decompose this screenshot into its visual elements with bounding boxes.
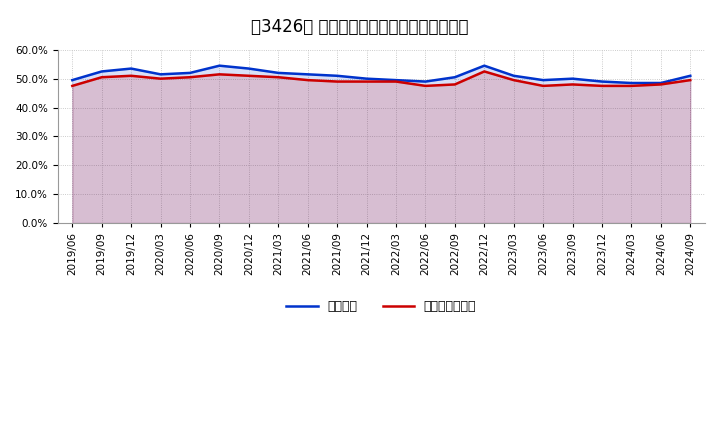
固定長期適合率 <box>127 73 135 78</box>
固定長期適合率 <box>156 76 165 81</box>
固定長期適合率 <box>539 83 547 88</box>
固定比率 <box>127 66 135 71</box>
固定長期適合率 <box>362 79 371 84</box>
固定比率 <box>215 63 224 68</box>
固定長期適合率 <box>627 83 636 88</box>
固定長期適合率 <box>97 75 106 80</box>
固定比率 <box>510 73 518 78</box>
固定長期適合率 <box>274 75 283 80</box>
固定長期適合率 <box>215 72 224 77</box>
固定長期適合率 <box>686 77 695 83</box>
固定比率 <box>156 72 165 77</box>
固定比率 <box>568 76 577 81</box>
固定長期適合率 <box>657 82 665 87</box>
固定比率 <box>333 73 341 78</box>
固定比率 <box>686 73 695 78</box>
Text: ［3426］ 固定比率、固定長期適合率の推移: ［3426］ 固定比率、固定長期適合率の推移 <box>251 18 469 36</box>
固定比率 <box>362 76 371 81</box>
Line: 固定比率: 固定比率 <box>72 66 690 83</box>
固定比率 <box>657 81 665 86</box>
固定比率 <box>480 63 489 68</box>
固定長期適合率 <box>451 82 459 87</box>
固定長期適合率 <box>598 83 606 88</box>
固定長期適合率 <box>245 73 253 78</box>
固定長期適合率 <box>333 79 341 84</box>
固定比率 <box>97 69 106 74</box>
固定比率 <box>186 70 194 76</box>
固定長期適合率 <box>510 77 518 83</box>
Line: 固定長期適合率: 固定長期適合率 <box>72 71 690 86</box>
固定長期適合率 <box>392 79 400 84</box>
固定比率 <box>598 79 606 84</box>
固定比率 <box>627 81 636 86</box>
固定比率 <box>539 77 547 83</box>
固定長期適合率 <box>480 69 489 74</box>
Legend: 固定比率, 固定長期適合率: 固定比率, 固定長期適合率 <box>282 295 481 318</box>
固定比率 <box>68 77 76 83</box>
固定比率 <box>392 77 400 83</box>
固定長期適合率 <box>568 82 577 87</box>
固定長期適合率 <box>303 77 312 83</box>
固定比率 <box>421 79 430 84</box>
固定比率 <box>451 75 459 80</box>
固定比率 <box>245 66 253 71</box>
固定比率 <box>303 72 312 77</box>
固定長期適合率 <box>421 83 430 88</box>
固定長期適合率 <box>186 75 194 80</box>
固定比率 <box>274 70 283 76</box>
固定長期適合率 <box>68 83 76 88</box>
